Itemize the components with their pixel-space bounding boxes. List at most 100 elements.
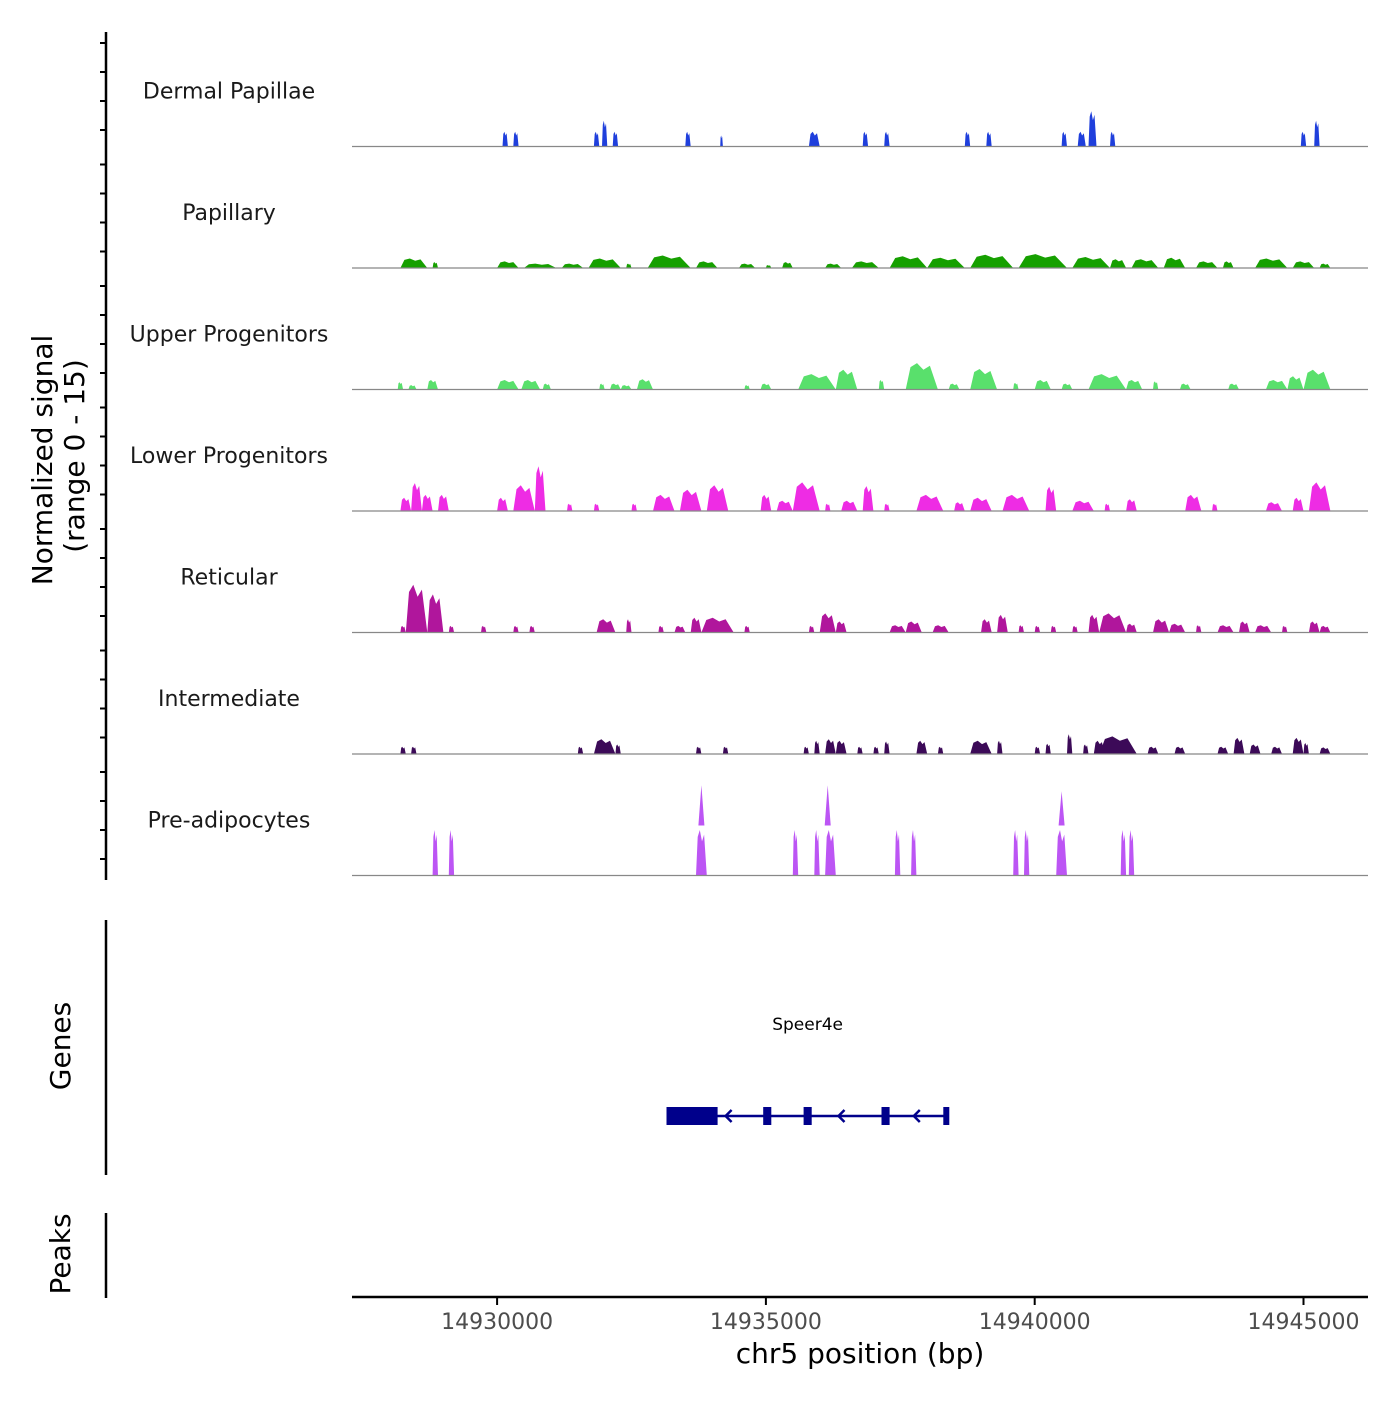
coverage-peak [739,263,756,268]
coverage-peak [948,383,960,390]
coverage-peak [970,369,998,390]
coverage-peak [513,625,519,633]
coverage-peak [1217,625,1234,633]
x-tick-label: 14930000 [441,1310,553,1335]
coverage-peak [1034,380,1051,390]
coverage-peak [814,830,820,876]
gene-exon [763,1107,772,1125]
coverage-peak [1163,257,1186,268]
coverage-peak [722,746,729,754]
coverage-peak [1169,623,1186,633]
coverage-peak [674,625,686,633]
coverage-peak [427,380,438,390]
coverage-peak [1045,486,1057,511]
coverage-peak [792,830,799,876]
signal-axis-ticks [100,42,106,860]
coverage-peak [986,131,992,147]
coverage-peak [1126,380,1143,390]
coverage-peak [1292,737,1304,754]
coverage-peak [610,383,621,390]
coverage-peak [411,746,417,754]
coverage-peak [1034,746,1041,754]
coverage-spike [698,785,705,826]
coverage-peak [1196,261,1218,268]
coverage-peak [835,740,847,754]
coverage-peak [626,263,632,268]
coverage-peak [862,131,869,147]
coverage-peak [1120,830,1127,876]
coverage-peak [997,614,1008,633]
coverage-peak [1131,259,1159,268]
coverage-peak [658,625,664,633]
coverage-peak [792,482,820,511]
gene-exon [666,1107,718,1125]
x-tick-label: 14935000 [710,1310,822,1335]
coverage-peak [1196,625,1202,633]
coverage-peak [408,385,417,390]
coverage-peak [825,830,836,876]
x-axis-ticks: 14930000 14935000 14940000 14945000 [441,1297,1359,1335]
coverage-peak [1002,494,1030,511]
track-papillary: Papillary [182,201,1368,269]
track-upper-progenitors: Upper Progenitors [130,323,1368,391]
coverage-peak [954,502,965,511]
coverage-peak [825,503,831,511]
coverage-peak [626,619,632,633]
coverage-peak [873,746,879,754]
coverage-peak [970,740,992,754]
track-reticular: Reticular [180,566,1368,634]
coverage-peak [835,621,847,633]
gene-track: Speer4e [666,1015,950,1125]
coverage-peak [1319,625,1331,633]
x-tick-label: 14940000 [979,1310,1091,1335]
coverage-peak [1185,494,1202,511]
coverage-peak [760,383,772,390]
coverage-peak [706,485,729,511]
coverage-peak [1018,625,1024,633]
coverage-peak [405,584,428,633]
coverage-peak [835,369,858,390]
track-pre-adipocytes: Pre-adipocytes [148,785,1368,877]
coverage-peak [685,131,691,147]
coverage-spike [824,785,831,826]
coverage-peak [400,746,406,754]
coverage-peak [599,383,605,390]
track-intermediate: Intermediate [158,687,1368,755]
coverage-peak [1061,131,1067,147]
coverage-peak [765,265,772,268]
strand-arrow [912,1109,921,1123]
coverage-peak [1126,623,1137,633]
gene-exon [943,1107,950,1125]
coverage-peak [1110,131,1116,147]
coverage-peak [841,500,858,511]
coverage-peak [1217,746,1229,754]
coverage-peak [497,261,519,268]
coverage-peak [1314,120,1320,147]
coverage-peak [744,385,750,390]
coverage-peak [1013,830,1019,876]
coverage-peak [927,257,965,268]
coverage-peak [884,503,890,511]
coverage-peak [964,131,971,147]
coverage-peak [1303,369,1331,390]
coverage-peak [534,466,546,511]
coverage-peak [1292,261,1315,268]
coverage-peak [814,740,820,754]
coverage-peak [803,746,809,754]
coverage-peak [1099,613,1127,633]
coverage-peak [1292,497,1304,511]
coverage-peak [690,617,702,633]
coverage-peak [524,263,557,268]
coverage-peak [1077,131,1086,147]
coverage-peak [679,489,702,511]
coverage-peak [1034,625,1041,633]
coverage-peak [596,619,616,633]
coverage-peak [760,494,772,511]
coverage-peak [497,497,508,511]
coverage-peak [808,625,815,633]
strand-arrow [723,1109,733,1123]
track-label: Reticular [180,566,278,591]
coverage-peak [1233,737,1245,754]
